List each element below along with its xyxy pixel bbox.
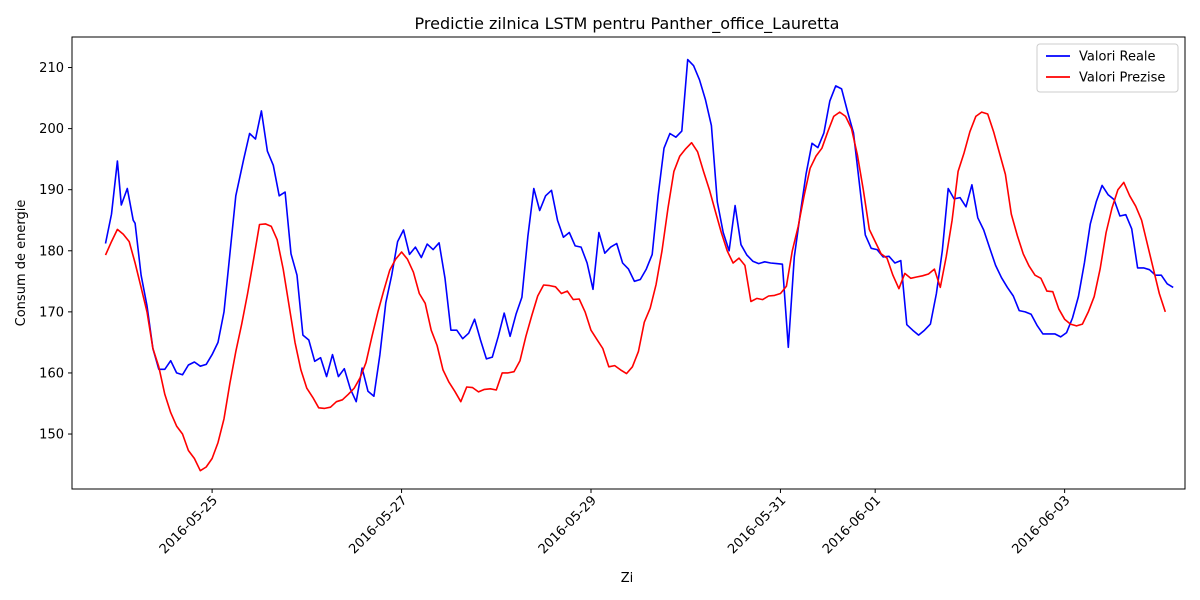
y-tick-label: 180: [39, 244, 64, 259]
y-tick-label: 200: [39, 122, 64, 137]
y-tick-label: 210: [39, 61, 64, 76]
y-axis-label: Consum de energie: [14, 200, 29, 327]
legend-label: Valori Prezise: [1079, 71, 1165, 86]
y-tick-label: 160: [39, 366, 64, 381]
series-line-1: [104, 111, 1167, 472]
plot-area-frame: [71, 36, 1186, 490]
y-tick-label: 150: [39, 428, 64, 443]
legend-label: Valori Reale: [1079, 50, 1156, 65]
x-axis-label: Zi: [621, 571, 634, 586]
chart-title: Predictie zilnica LSTM pentru Panther_of…: [415, 14, 840, 34]
series-group: [104, 58, 1174, 472]
legend: Valori Reale Valori Prezise: [1036, 43, 1179, 93]
y-tick-label: 190: [39, 183, 64, 198]
legend-box: [1036, 43, 1179, 93]
y-tick-label: 170: [39, 305, 64, 320]
series-line-0: [104, 58, 1174, 403]
y-axis: 150 160 170 180 190 200 210: [39, 61, 72, 443]
